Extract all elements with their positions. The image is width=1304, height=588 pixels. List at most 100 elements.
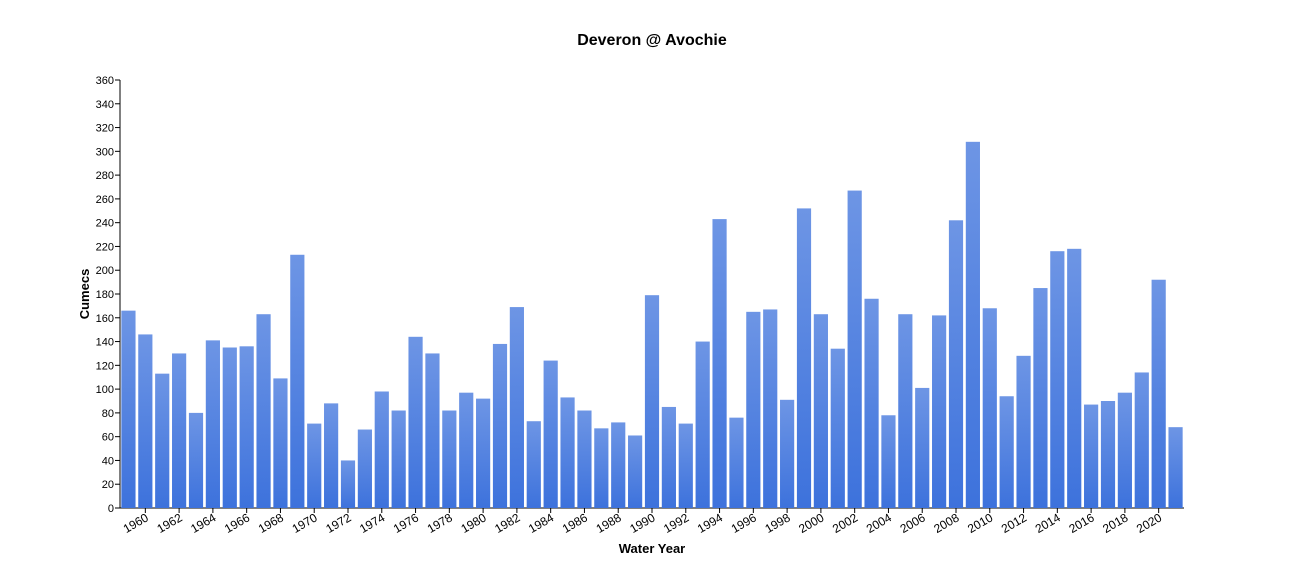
- y-tick-label: 120: [96, 360, 114, 372]
- bar: [1117, 392, 1132, 508]
- bar: [1151, 279, 1166, 508]
- x-tick-label: 1964: [188, 510, 218, 536]
- bar: [628, 435, 643, 508]
- bar: [965, 141, 980, 509]
- x-tick-label: 1996: [729, 510, 759, 536]
- bar: [1134, 372, 1149, 508]
- x-tick-label: 1992: [661, 510, 691, 536]
- bar: [932, 315, 947, 508]
- bar: [695, 341, 710, 508]
- bar: [1100, 401, 1116, 508]
- bar: [340, 460, 356, 508]
- bar: [678, 423, 693, 508]
- y-tick-label: 200: [96, 265, 114, 277]
- x-tick-label: 1970: [290, 510, 320, 536]
- y-tick-label: 320: [96, 123, 114, 135]
- bar: [577, 410, 592, 508]
- x-tick-label: 2004: [864, 510, 894, 536]
- bar: [459, 392, 474, 508]
- y-tick-label: 60: [102, 432, 114, 444]
- bar: [391, 410, 406, 508]
- x-tick-label: 2014: [1033, 510, 1063, 536]
- bar: [425, 353, 440, 508]
- bar: [830, 348, 845, 508]
- x-tick-label: 1986: [560, 510, 590, 536]
- bar: [999, 396, 1014, 508]
- x-tick-label: 2020: [1134, 510, 1164, 536]
- bar: [611, 422, 626, 508]
- y-tick-label: 40: [102, 455, 114, 467]
- bar: [729, 417, 744, 508]
- x-tick-label: 2016: [1066, 510, 1096, 536]
- y-tick-label: 340: [96, 99, 114, 111]
- x-tick-label: 2002: [830, 510, 860, 536]
- x-tick-label: 1994: [695, 510, 725, 536]
- bar: [239, 346, 254, 508]
- x-axis-title: Water Year: [619, 541, 686, 556]
- x-tick-label: 1978: [425, 510, 455, 536]
- bar: [661, 406, 676, 508]
- y-axis-title: Cumecs: [77, 269, 92, 320]
- y-tick-label: 20: [102, 479, 114, 491]
- bar: [121, 310, 136, 508]
- y-tick-label: 300: [96, 146, 114, 158]
- chart-title: Deveron @ Avochie: [577, 32, 727, 49]
- bar: [492, 343, 508, 508]
- bar: [898, 314, 913, 508]
- bar: [1084, 404, 1099, 508]
- y-tick-label: 360: [96, 75, 114, 87]
- bar: [138, 334, 153, 508]
- bar: [155, 373, 170, 508]
- x-tick-label: 1966: [222, 510, 252, 536]
- y-tick-label: 220: [96, 241, 114, 253]
- bar: [509, 307, 524, 508]
- bar: [948, 220, 964, 509]
- y-tick-label: 280: [96, 170, 114, 182]
- bar: [644, 295, 660, 508]
- bar: [1050, 251, 1065, 508]
- bar: [442, 410, 457, 508]
- x-tick-label: 1962: [154, 510, 184, 536]
- x-tick-label: 1968: [256, 510, 286, 536]
- bar: [746, 311, 761, 508]
- bar: [712, 219, 727, 508]
- bar: [813, 314, 828, 508]
- bar: [357, 429, 372, 508]
- x-tick-label: 1960: [121, 510, 151, 536]
- x-tick-label: 1976: [391, 510, 421, 536]
- bar: [543, 360, 558, 508]
- bar: [188, 412, 204, 508]
- bar: [847, 190, 862, 509]
- bar: [982, 308, 997, 508]
- bar: [1067, 248, 1082, 509]
- y-tick-label: 0: [108, 503, 114, 515]
- bar: [307, 423, 322, 508]
- x-tick-label: 1990: [627, 510, 657, 536]
- y-tick-label: 160: [96, 313, 114, 325]
- bar: [864, 298, 879, 508]
- x-tick-label: 1998: [762, 510, 792, 536]
- bar: [205, 340, 220, 508]
- bar: [256, 314, 271, 508]
- x-tick-label: 2008: [931, 510, 961, 536]
- bar: [796, 208, 812, 508]
- bar: [476, 398, 491, 508]
- bar: [172, 353, 187, 508]
- bar: [594, 428, 609, 508]
- bar: [881, 415, 896, 508]
- x-tick-label: 1980: [458, 510, 488, 536]
- y-tick-label: 180: [96, 289, 114, 301]
- bar: [915, 387, 930, 508]
- x-tick-label: 1984: [526, 510, 556, 536]
- bar: [1016, 355, 1031, 508]
- bar: [780, 399, 795, 508]
- x-tick-label: 2006: [898, 510, 928, 536]
- y-tick-label: 140: [96, 337, 114, 349]
- bar: [526, 421, 541, 508]
- y-tick-label: 100: [96, 384, 114, 396]
- x-tick-label: 1988: [594, 510, 624, 536]
- bar: [290, 254, 305, 508]
- y-tick-label: 240: [96, 218, 114, 230]
- y-tick-label: 260: [96, 194, 114, 206]
- bar: [1033, 288, 1048, 508]
